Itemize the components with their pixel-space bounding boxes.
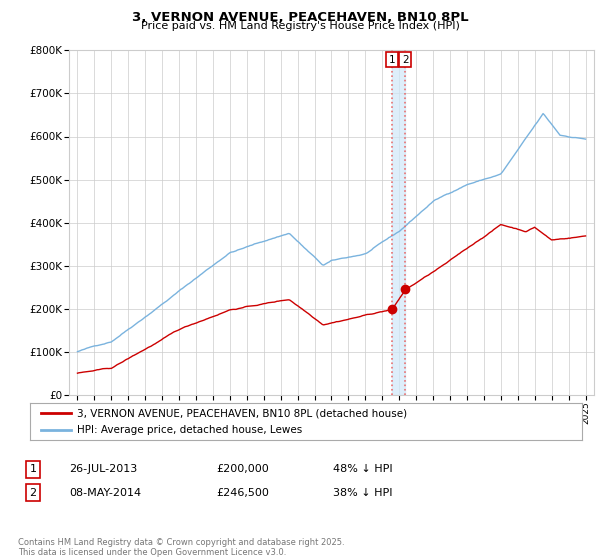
Text: 2: 2 <box>402 55 409 65</box>
Text: 1: 1 <box>389 55 395 65</box>
Text: £200,000: £200,000 <box>216 464 269 474</box>
Text: 08-MAY-2014: 08-MAY-2014 <box>69 488 141 498</box>
Text: Contains HM Land Registry data © Crown copyright and database right 2025.
This d: Contains HM Land Registry data © Crown c… <box>18 538 344 557</box>
Text: £246,500: £246,500 <box>216 488 269 498</box>
Text: 1: 1 <box>29 464 37 474</box>
Text: HPI: Average price, detached house, Lewes: HPI: Average price, detached house, Lewe… <box>77 425 302 435</box>
Text: 3, VERNON AVENUE, PEACEHAVEN, BN10 8PL: 3, VERNON AVENUE, PEACEHAVEN, BN10 8PL <box>131 11 469 24</box>
Text: 48% ↓ HPI: 48% ↓ HPI <box>333 464 392 474</box>
Text: Price paid vs. HM Land Registry's House Price Index (HPI): Price paid vs. HM Land Registry's House … <box>140 21 460 31</box>
Bar <box>392 50 406 395</box>
Text: 2: 2 <box>29 488 37 498</box>
Text: 26-JUL-2013: 26-JUL-2013 <box>69 464 137 474</box>
Text: 38% ↓ HPI: 38% ↓ HPI <box>333 488 392 498</box>
Text: 3, VERNON AVENUE, PEACEHAVEN, BN10 8PL (detached house): 3, VERNON AVENUE, PEACEHAVEN, BN10 8PL (… <box>77 408 407 418</box>
